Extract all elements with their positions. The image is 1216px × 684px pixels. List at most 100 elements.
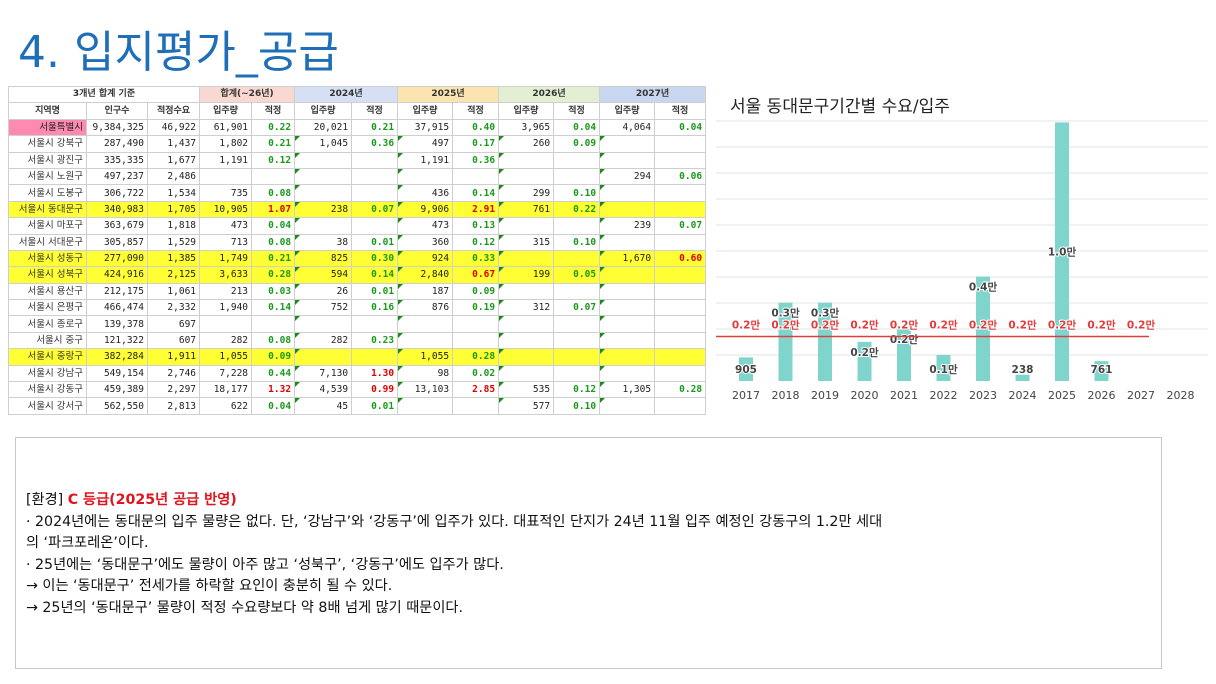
ratio-cell: 0.12 xyxy=(251,151,296,169)
x-tick-label: 2026 xyxy=(1088,389,1116,402)
x-tick-label: 2027 xyxy=(1127,389,1155,402)
ratio-cell: 0.14 xyxy=(452,184,500,202)
table-row: 서울시 중구 121,322 607 282 0.08 282 0.23 xyxy=(8,331,707,350)
table-row: 서울시 성동구 277,090 1,385 1,749 0.21 825 0.30 924 0.… xyxy=(8,249,707,268)
table-row: 서울시 성북구 424,916 2,125 3,633 0.28 594 0.14 2,840… xyxy=(8,266,707,284)
ratio-cell xyxy=(654,315,707,333)
grade-prefix: [환경] xyxy=(26,492,68,508)
value-cell: 238 xyxy=(294,200,353,219)
value-cell: 622 xyxy=(199,397,253,415)
col-header: 입주량 xyxy=(599,102,656,120)
ratio-cell: 0.10 xyxy=(553,233,601,251)
value-cell: 2,332 xyxy=(146,299,201,317)
value-cell: 61,901 xyxy=(199,118,253,137)
region-name-cell: 서울시 도봉구 xyxy=(8,184,87,202)
ratio-cell xyxy=(654,184,707,202)
demand-value-label: 0.2만 xyxy=(811,318,840,331)
region-name-cell: 서울시 강북구 xyxy=(8,135,87,153)
x-tick-label: 2024 xyxy=(1009,389,1037,402)
demand-value-label: 0.2만 xyxy=(1127,318,1156,331)
ratio-cell: 1.32 xyxy=(251,381,296,399)
value-cell: 497,237 xyxy=(86,167,148,186)
bar-value-label: 0.2만 xyxy=(850,346,879,359)
value-cell: 2,813 xyxy=(146,397,201,415)
value-cell: 10,905 xyxy=(199,200,253,219)
ratio-cell: 0.19 xyxy=(452,299,500,317)
value-cell: 363,679 xyxy=(86,217,148,235)
ratio-cell xyxy=(553,249,601,268)
table-row: 서울시 강동구 459,389 2,297 18,177 1.32 4,539 0.99 13… xyxy=(8,381,707,399)
table-row: 서울시 노원구 497,237 2,486 294 0.06 xyxy=(8,167,707,186)
ratio-cell xyxy=(654,151,707,169)
x-tick-label: 2023 xyxy=(969,389,997,402)
ratio-cell: 1.07 xyxy=(251,200,296,219)
note-line: 의 ‘파크포레온’이다. xyxy=(26,535,149,551)
value-cell: 1,705 xyxy=(146,200,201,219)
value-cell: 13,103 xyxy=(397,381,454,399)
value-cell: 287,490 xyxy=(86,135,148,153)
note-line: · 25년에는 ‘동대문구’에도 물량이 아주 많고 ‘성북구’, ‘강동구’에… xyxy=(26,556,504,573)
ratio-cell: 0.03 xyxy=(251,282,296,301)
col-header: 적정수요 xyxy=(146,102,201,120)
bar xyxy=(936,354,951,381)
value-cell: 713 xyxy=(199,233,253,251)
grade-label: C 등급(2025년 공급 반영) xyxy=(67,492,237,508)
table-row: 서울시 마포구 363,679 1,818 473 0.04 473 0.13 239 0.07 xyxy=(8,217,707,235)
region-name-cell: 서울특별시 xyxy=(8,118,87,137)
value-cell: 360 xyxy=(397,233,454,251)
x-tick-label: 2019 xyxy=(811,389,839,402)
value-cell: 315 xyxy=(498,233,555,251)
table-row: 서울시 강서구 562,550 2,813 622 0.04 45 0.01 577 0.10 xyxy=(8,397,707,415)
header-base: 3개년 합계 기준 xyxy=(7,85,201,104)
value-cell xyxy=(498,217,555,235)
value-cell: 1,749 xyxy=(199,249,253,268)
ratio-cell xyxy=(654,266,707,284)
value-cell xyxy=(599,266,656,284)
ratio-cell: 0.40 xyxy=(452,118,500,137)
slide-title: 4. 입지평가_공급 xyxy=(18,27,339,78)
value-cell: 1,802 xyxy=(199,135,253,153)
value-cell: 825 xyxy=(294,249,353,268)
value-cell: 752 xyxy=(294,299,353,317)
table-row: 서울시 용산구 212,175 1,061 213 0.03 26 0.01 187 0.09 xyxy=(8,282,707,301)
value-cell xyxy=(498,331,555,350)
value-cell: 294 xyxy=(599,167,656,186)
ratio-cell xyxy=(351,315,399,333)
ratio-cell: 0.01 xyxy=(351,397,399,415)
value-cell: 2,840 xyxy=(397,266,454,284)
ratio-cell: 0.06 xyxy=(654,167,707,186)
value-cell: 1,940 xyxy=(199,299,253,317)
col-header: 적정 xyxy=(452,102,500,120)
ratio-cell xyxy=(452,331,500,350)
value-cell: 607 xyxy=(146,331,201,350)
value-cell: 1,911 xyxy=(146,348,201,366)
bar-value-label: 0.4만 xyxy=(969,281,998,294)
value-cell: 7,130 xyxy=(294,364,353,383)
value-cell: 466,474 xyxy=(86,299,148,317)
bar xyxy=(778,302,793,381)
col-header: 입주량 xyxy=(199,102,253,120)
ratio-cell: 0.04 xyxy=(251,217,296,235)
value-cell: 139,378 xyxy=(86,315,148,333)
value-cell: 18,177 xyxy=(199,381,253,399)
ratio-cell: 0.08 xyxy=(251,184,296,202)
value-cell: 282 xyxy=(294,331,353,350)
value-cell: 876 xyxy=(397,299,454,317)
value-cell: 306,722 xyxy=(86,184,148,202)
ratio-cell xyxy=(351,217,399,235)
value-cell xyxy=(599,151,656,169)
header-2027: 2027년 xyxy=(599,85,707,104)
x-tick-label: 2025 xyxy=(1048,389,1076,402)
value-cell: 761 xyxy=(498,200,555,219)
bar xyxy=(1015,374,1030,381)
ratio-cell: 0.22 xyxy=(251,118,296,137)
value-cell xyxy=(199,315,253,333)
value-cell xyxy=(599,397,656,415)
value-cell: 38 xyxy=(294,233,353,251)
table-row: 서울시 강북구 287,490 1,437 1,802 0.21 1,045 0.36 497… xyxy=(8,135,707,153)
value-cell: 549,154 xyxy=(86,364,148,383)
ratio-cell xyxy=(654,397,707,415)
ratio-cell xyxy=(452,315,500,333)
ratio-cell xyxy=(654,200,707,219)
table-row: 서울시 종로구 139,378 697 xyxy=(8,315,707,333)
